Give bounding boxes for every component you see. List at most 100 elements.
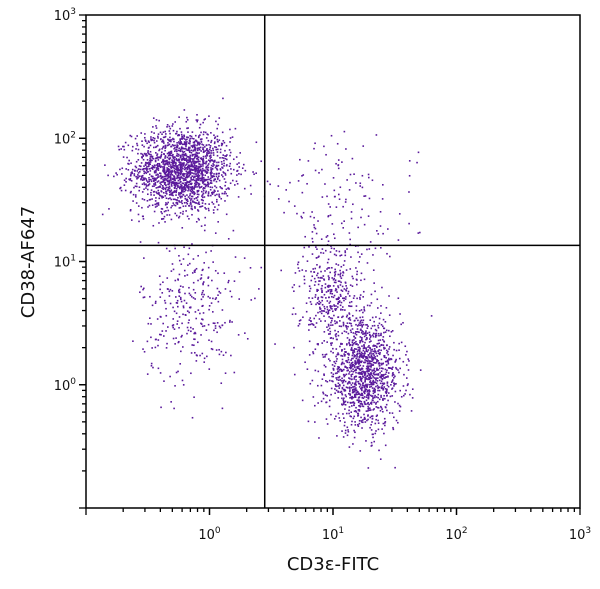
data-point — [195, 354, 198, 356]
data-point — [335, 305, 337, 307]
data-point — [320, 384, 323, 387]
data-point — [329, 305, 332, 308]
data-point — [213, 134, 215, 137]
data-point — [210, 141, 212, 144]
data-point — [162, 139, 164, 142]
data-point — [337, 285, 339, 287]
data-point — [185, 179, 187, 181]
data-point — [145, 162, 148, 164]
data-point — [315, 303, 317, 306]
data-point — [354, 369, 357, 372]
data-point — [391, 366, 394, 369]
data-point — [375, 373, 377, 376]
data-point — [185, 145, 187, 147]
data-point — [369, 368, 372, 371]
data-point — [341, 397, 343, 400]
data-point — [325, 297, 327, 299]
data-point — [159, 131, 162, 134]
data-point — [352, 386, 354, 388]
data-point — [250, 193, 252, 195]
data-point — [157, 204, 160, 206]
data-point — [380, 332, 382, 335]
data-point — [187, 185, 189, 187]
data-point — [229, 154, 231, 157]
data-point — [297, 267, 300, 269]
data-point — [203, 357, 206, 360]
data-point — [330, 307, 332, 309]
data-point — [385, 349, 388, 352]
data-point — [348, 387, 351, 389]
data-point — [158, 194, 161, 197]
data-point — [204, 118, 207, 120]
data-point — [116, 173, 118, 176]
data-point — [204, 206, 206, 209]
data-point — [430, 315, 433, 317]
data-point — [168, 125, 171, 128]
data-point — [340, 281, 342, 284]
data-point — [382, 397, 384, 400]
data-point — [225, 351, 227, 354]
data-point — [189, 169, 191, 171]
data-point — [229, 319, 231, 322]
data-point — [208, 155, 211, 157]
data-point — [175, 202, 178, 204]
data-point — [218, 175, 220, 177]
data-point — [182, 186, 185, 188]
data-point — [192, 328, 194, 330]
data-point — [374, 290, 376, 293]
data-point — [215, 175, 218, 178]
data-point — [353, 404, 355, 406]
data-point — [193, 144, 195, 146]
data-point — [341, 308, 344, 311]
data-point — [173, 183, 176, 185]
data-point — [317, 402, 319, 404]
data-point — [207, 133, 209, 136]
data-point — [387, 376, 389, 378]
data-point — [120, 189, 123, 192]
data-point — [179, 178, 182, 180]
data-point — [388, 295, 390, 297]
data-point — [198, 135, 200, 137]
data-point — [360, 368, 362, 370]
data-point — [130, 219, 133, 221]
data-point — [151, 165, 154, 167]
data-point — [329, 337, 332, 339]
data-point — [333, 294, 336, 297]
data-point — [350, 384, 353, 386]
data-point — [317, 298, 319, 300]
data-point — [177, 192, 180, 194]
data-point — [226, 158, 228, 161]
data-point — [156, 164, 158, 166]
data-point — [180, 300, 183, 303]
data-point — [143, 172, 146, 175]
data-point — [330, 290, 333, 293]
data-point — [384, 444, 387, 447]
data-point — [182, 174, 185, 176]
data-point — [321, 289, 323, 292]
data-point — [195, 168, 197, 171]
data-point — [382, 344, 385, 346]
data-point — [160, 195, 163, 198]
data-point — [367, 372, 370, 375]
data-point — [327, 358, 330, 360]
data-point — [353, 295, 356, 297]
data-point — [252, 171, 254, 173]
data-point — [204, 179, 206, 182]
data-point — [223, 162, 225, 165]
data-point — [189, 137, 191, 140]
data-point — [377, 393, 380, 396]
data-point — [325, 401, 328, 404]
data-point — [378, 342, 380, 345]
data-point — [181, 143, 184, 146]
data-point — [204, 183, 206, 186]
data-point — [370, 302, 373, 304]
data-point — [353, 388, 356, 391]
data-point — [229, 128, 231, 131]
data-point — [214, 298, 217, 300]
data-point — [174, 179, 176, 182]
data-point — [335, 206, 338, 208]
data-point — [315, 232, 318, 235]
data-point — [337, 296, 340, 299]
data-point — [150, 155, 153, 158]
data-point — [193, 166, 196, 168]
